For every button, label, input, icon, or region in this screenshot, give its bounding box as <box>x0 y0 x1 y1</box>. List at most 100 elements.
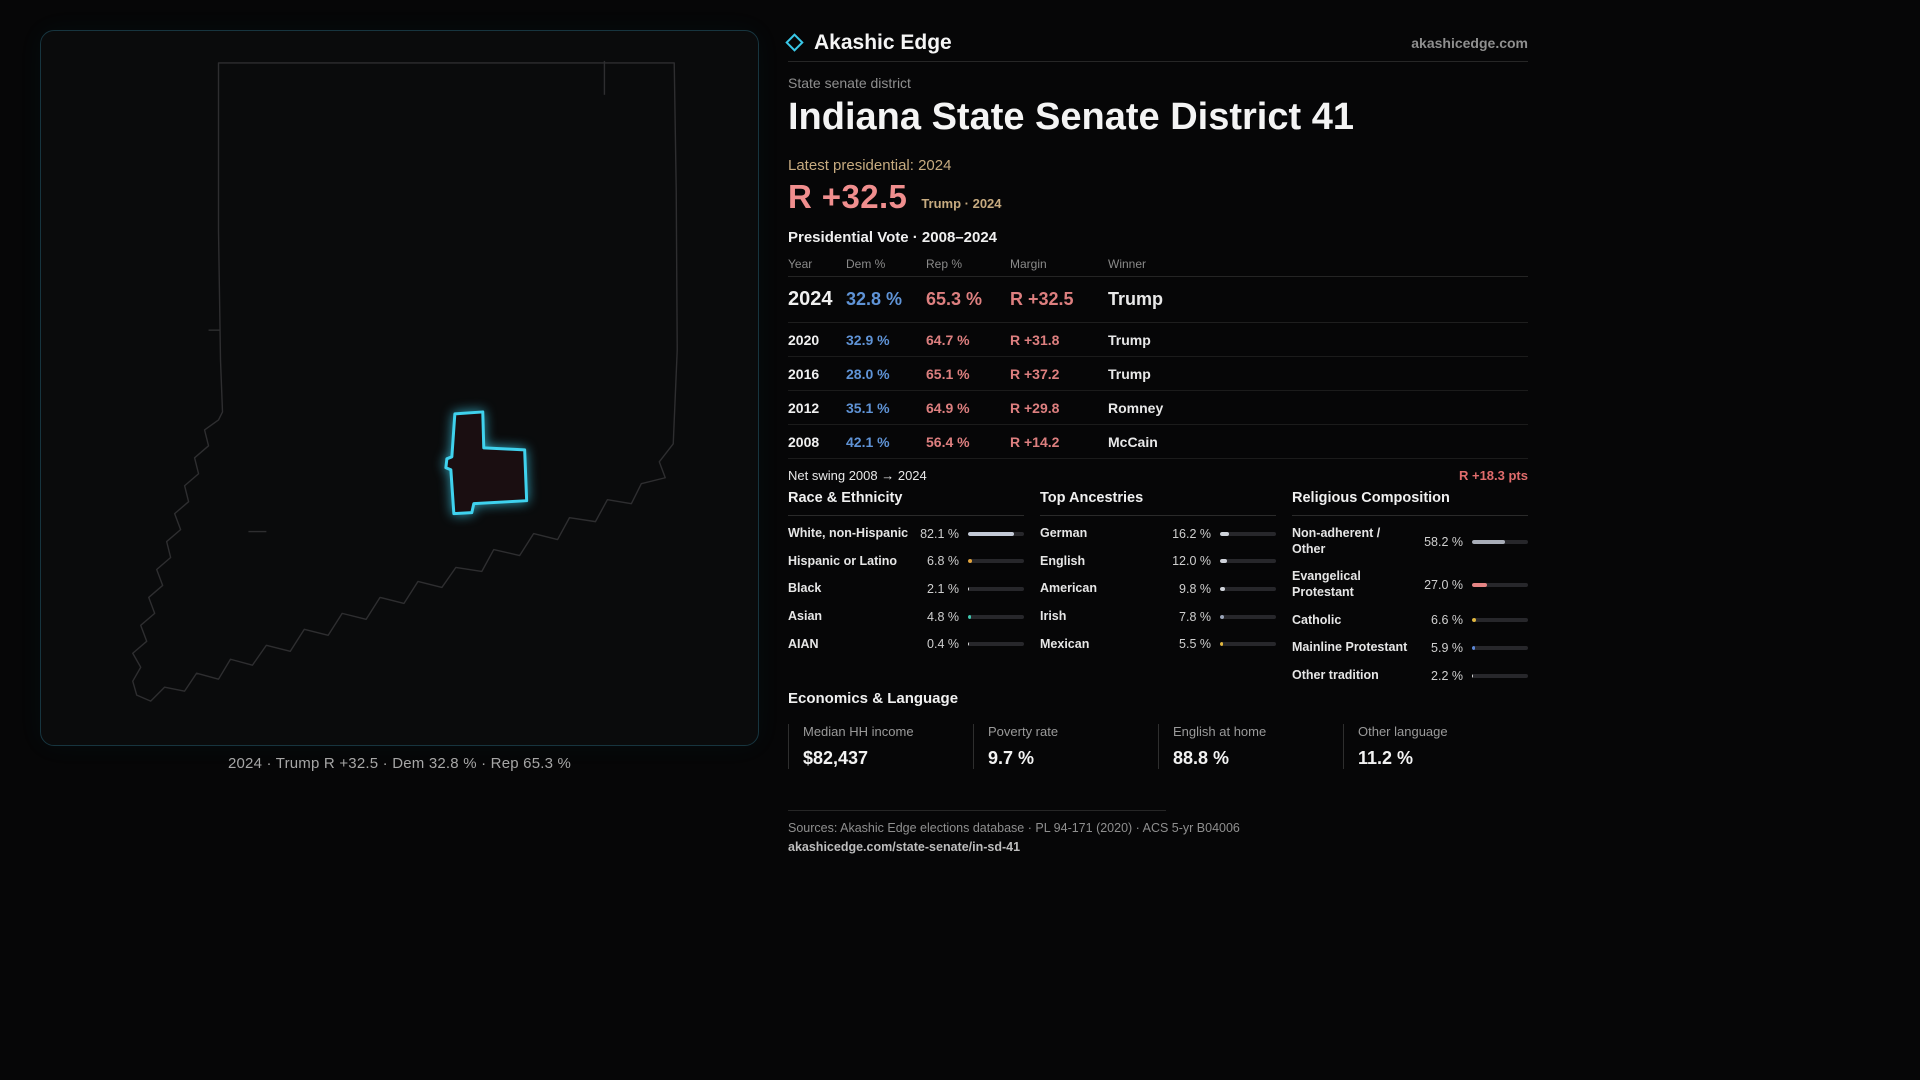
map-caption: 2024 · Trump R +32.5 · Dem 32.8 % · Rep … <box>227 755 572 772</box>
demo-bar-fill <box>968 614 971 619</box>
district-type-label: State senate district <box>788 75 911 91</box>
demo-bar <box>968 614 1024 619</box>
demo-bar <box>1220 531 1276 536</box>
net-swing-label: Net swing 2008 → 2024 <box>788 468 927 483</box>
demo-bar-fill <box>968 559 972 564</box>
demo-row: White, non-Hispanic 82.1 % <box>788 520 1024 548</box>
margin-cell: R +31.8 <box>1010 331 1060 348</box>
race-column: Race & Ethnicity White, non-Hispanic 82.… <box>788 490 1024 689</box>
vote-table: Year Dem % Rep % Margin Winner 2024 32.8… <box>788 252 1528 459</box>
dem-cell: 35.1 % <box>846 399 890 416</box>
demo-bar <box>968 531 1024 536</box>
demo-bar <box>1220 614 1276 619</box>
stat-english-at-home: English at home 88.8 % <box>1158 724 1343 769</box>
demo-bar <box>968 642 1024 647</box>
demo-bar-fill <box>968 531 1014 536</box>
vote-table-title: Presidential Vote · 2008–2024 <box>788 229 998 246</box>
vote-table-header: Year Dem % Rep % Margin Winner <box>788 252 1528 277</box>
demo-row: Black 2.1 % <box>788 575 1024 603</box>
footer-divider <box>788 810 1166 811</box>
year-cell: 2020 <box>788 331 820 348</box>
col-rep: Rep % <box>926 257 963 271</box>
dem-cell: 32.8 % <box>846 289 903 309</box>
dem-cell: 42.1 % <box>846 433 890 450</box>
state-outline <box>132 62 678 702</box>
vote-row-2016: 2016 28.0 % 65.1 % R +37.2 Trump <box>788 357 1528 391</box>
vote-row-2020: 2020 32.9 % 64.7 % R +31.8 Trump <box>788 323 1528 357</box>
margin-context: Trump · 2024 <box>921 196 1002 211</box>
demo-row: Mexican 5.5 % <box>1040 631 1276 659</box>
stat-other-language: Other language 11.2 % <box>1343 724 1528 769</box>
demographics-section: Race & Ethnicity White, non-Hispanic 82.… <box>788 490 1528 689</box>
demo-bar-fill <box>1472 539 1505 544</box>
col-dem: Dem % <box>846 257 886 271</box>
demo-bar <box>1472 582 1528 587</box>
col-margin: Margin <box>1010 257 1047 271</box>
rep-cell: 65.1 % <box>926 365 970 382</box>
footer: Sources: Akashic Edge elections database… <box>788 810 1528 854</box>
demo-bar <box>968 587 1024 592</box>
demo-bar-fill <box>1220 614 1225 619</box>
demo-bar <box>1220 642 1276 647</box>
ancestries-title: Top Ancestries <box>1040 490 1276 516</box>
year-cell: 2008 <box>788 433 820 450</box>
brand: Akashic Edge <box>785 30 952 55</box>
district-shape[interactable] <box>444 410 529 516</box>
race-title: Race & Ethnicity <box>788 490 1024 516</box>
demo-bar <box>968 559 1024 564</box>
economics-section: Median HH income $82,437 Poverty rate 9.… <box>788 724 1528 769</box>
year-cell: 2016 <box>788 365 820 382</box>
sources-note: Sources: Akashic Edge elections database… <box>788 821 1240 835</box>
margin-cell: R +14.2 <box>1010 433 1060 450</box>
vote-row-2008: 2008 42.1 % 56.4 % R +14.2 McCain <box>788 425 1528 459</box>
demo-bar <box>1472 673 1528 678</box>
winner-cell: Romney <box>1108 399 1164 416</box>
margin-value: R +32.5 <box>788 178 908 215</box>
permalink[interactable]: akashicedge.com/state-senate/in-sd-41 <box>788 840 1021 854</box>
vote-row-2024: 2024 32.8 % 65.3 % R +32.5 Trump <box>788 277 1528 323</box>
latest-presidential-label: Latest presidential: 2024 <box>788 157 952 174</box>
demo-row: Irish 7.8 % <box>1040 603 1276 631</box>
margin-cell: R +29.8 <box>1010 399 1060 416</box>
page-title: Indiana State Senate District 41 <box>788 96 1354 138</box>
economics-title: Economics & Language <box>788 690 959 707</box>
demo-bar-fill <box>968 642 970 647</box>
rep-cell: 65.3 % <box>926 289 983 309</box>
demo-row: Catholic 6.6 % <box>1292 607 1528 635</box>
brand-name: Akashic Edge <box>814 30 952 54</box>
winner-cell: Trump <box>1108 289 1164 309</box>
headline-margin: R +32.5 Trump · 2024 <box>788 178 1002 216</box>
demo-bar <box>1220 587 1276 592</box>
header-bar: Akashic Edge akashicedge.com <box>785 24 1528 62</box>
vote-row-2012: 2012 35.1 % 64.9 % R +29.8 Romney <box>788 391 1528 425</box>
demo-row: American 9.8 % <box>1040 575 1276 603</box>
demo-row: Evangelical Protestant 27.0 % <box>1292 563 1528 606</box>
demo-bar <box>1472 645 1528 650</box>
col-year: Year <box>788 257 813 271</box>
district-map-panel <box>40 30 759 746</box>
year-cell: 2024 <box>788 288 833 310</box>
stat-median-income: Median HH income $82,437 <box>788 724 973 769</box>
demo-bar-fill <box>1220 559 1227 564</box>
rep-cell: 64.7 % <box>926 331 970 348</box>
demo-bar <box>1220 559 1276 564</box>
col-winner: Winner <box>1108 257 1147 271</box>
demo-bar-fill <box>1472 673 1474 678</box>
demo-bar-fill <box>1220 642 1224 647</box>
religion-column: Religious Composition Non-adherent / Oth… <box>1292 490 1528 689</box>
demo-bar <box>1472 539 1528 544</box>
demo-row: German 16.2 % <box>1040 520 1276 548</box>
religion-title: Religious Composition <box>1292 490 1528 516</box>
net-swing-value: R +18.3 pts <box>1458 468 1528 483</box>
winner-cell: McCain <box>1108 433 1158 450</box>
dem-cell: 28.0 % <box>846 365 890 382</box>
dem-cell: 32.9 % <box>846 331 890 348</box>
site-link[interactable]: akashicedge.com <box>1411 34 1528 51</box>
margin-cell: R +32.5 <box>1010 289 1074 309</box>
demo-row: Hispanic or Latino 6.8 % <box>788 548 1024 576</box>
demo-row: Other tradition 2.2 % <box>1292 662 1528 690</box>
demo-bar <box>1472 618 1528 623</box>
winner-cell: Trump <box>1108 331 1151 348</box>
demo-row: AIAN 0.4 % <box>788 631 1024 659</box>
